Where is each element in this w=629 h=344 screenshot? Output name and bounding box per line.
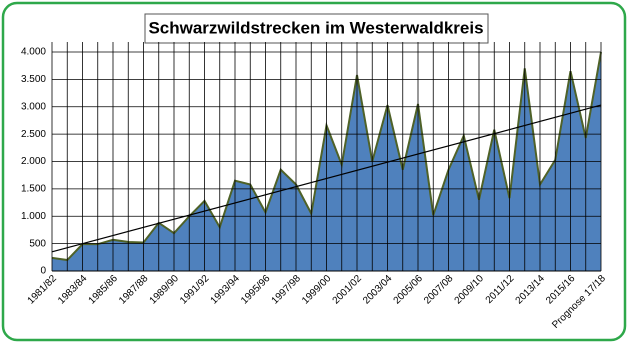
y-tick-label: 0	[40, 266, 46, 277]
y-tick-label: 1.500	[21, 184, 46, 195]
trend-line	[51, 104, 602, 253]
y-tick-label: 1.000	[21, 211, 46, 222]
y-tick-label: 500	[29, 238, 46, 249]
title-box	[144, 13, 489, 44]
chart-title: Schwarzwildstrecken im Westerwaldkreis	[148, 18, 483, 37]
y-tick-label: 2.500	[21, 129, 46, 140]
y-tick-label: 3.500	[21, 74, 46, 85]
y-tick-label: 3.000	[21, 101, 46, 112]
y-tick-label: 2.000	[21, 156, 46, 167]
y-tick-label: 4.000	[21, 47, 46, 58]
